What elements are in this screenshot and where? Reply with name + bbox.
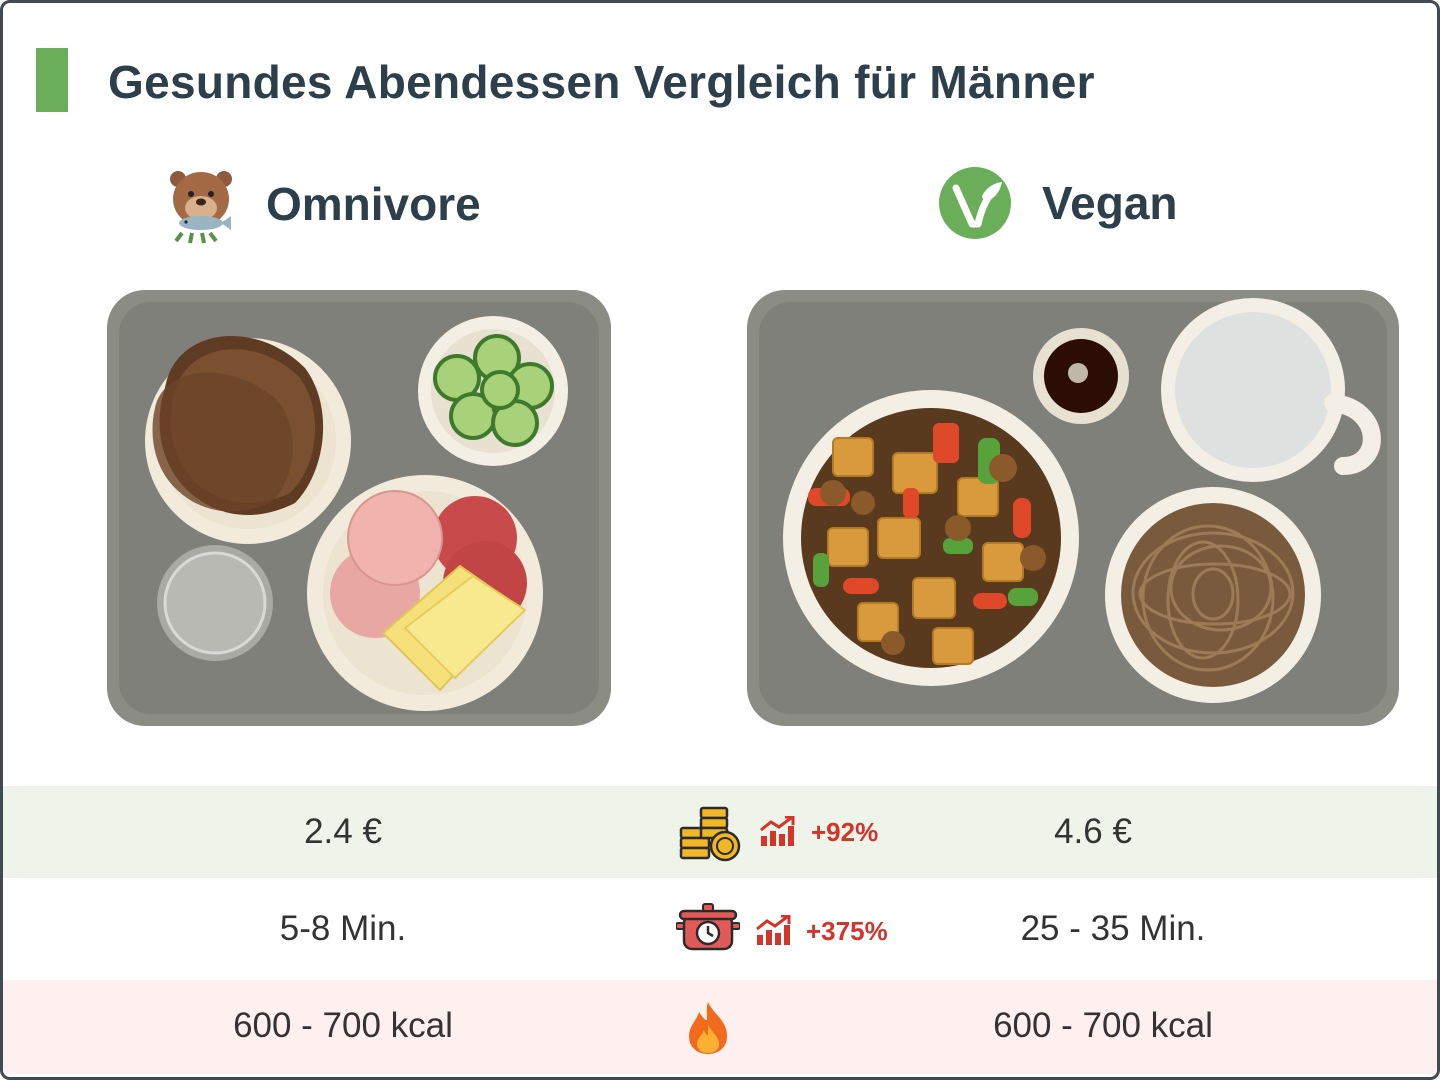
omnivore-time: 5-8 Min. — [279, 909, 407, 948]
coins-icon — [679, 806, 741, 862]
time-row: 5-8 Min. +375% 25 - 35 Min. — [3, 883, 1437, 975]
omnivore-heading: Omnivore — [166, 163, 481, 245]
flame-icon — [689, 1002, 727, 1054]
omnivore-label: Omnivore — [266, 178, 481, 230]
vegan-leaf-icon — [939, 167, 1011, 239]
time-change: +375% — [806, 916, 888, 946]
cost-row: 2.4 € +92% 4.6 € — [3, 786, 1437, 878]
trend-up-icon — [760, 816, 795, 846]
page-title: Gesundes Abendessen Vergleich für Männer — [108, 56, 1095, 108]
vegan-label: Vegan — [1042, 177, 1178, 229]
vegan-meal-tray — [747, 290, 1399, 726]
title-accent-bar — [36, 48, 68, 112]
omnivore-cost: 2.4 € — [304, 812, 382, 851]
vegan-calories: 600 - 700 kcal — [993, 1006, 1213, 1045]
omnivore-meal-tray — [107, 290, 611, 726]
trend-up-icon — [756, 915, 791, 945]
vegan-time: 25 - 35 Min. — [1020, 909, 1206, 948]
cost-change: +92% — [811, 817, 879, 847]
calories-row: 600 - 700 kcal 600 - 700 kcal — [3, 980, 1437, 1074]
vegan-heading: Vegan — [938, 166, 1178, 240]
omnivore-calories: 600 - 700 kcal — [233, 1006, 453, 1045]
cooking-pot-timer-icon — [676, 903, 740, 951]
vegan-cost: 4.6 € — [1054, 812, 1132, 851]
beaver-fish-icon — [170, 171, 232, 244]
